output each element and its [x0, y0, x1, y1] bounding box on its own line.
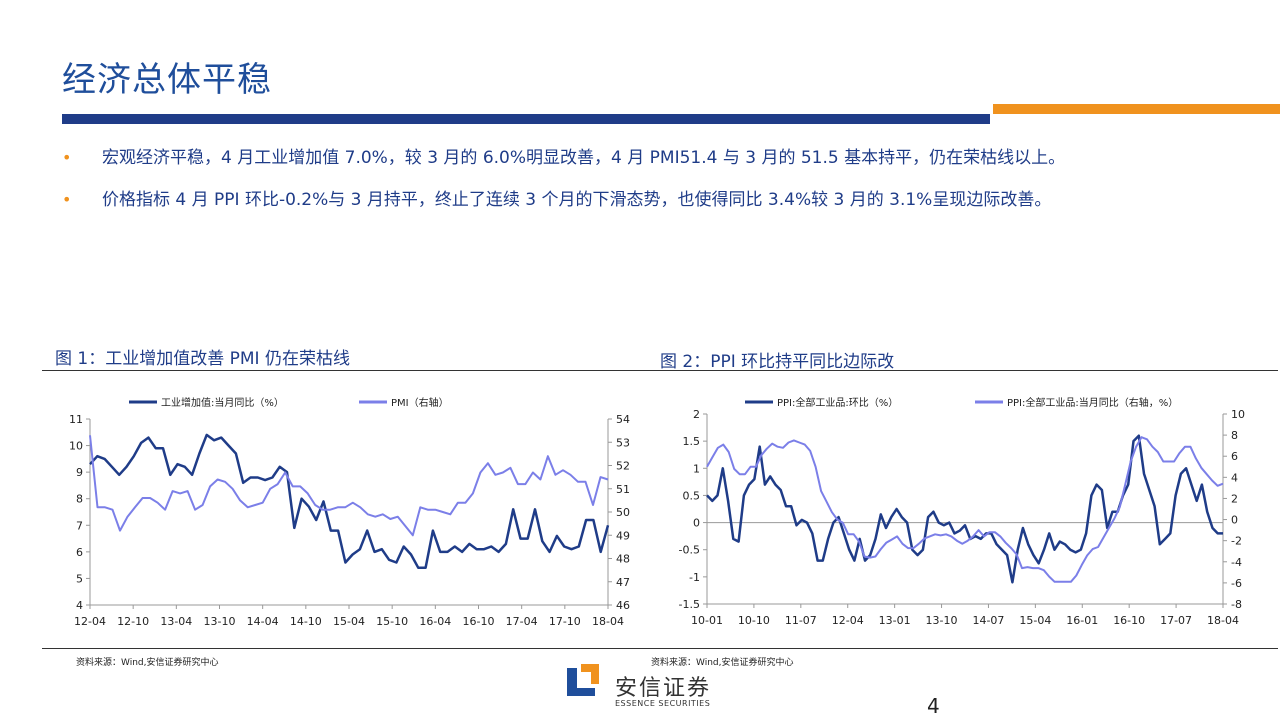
source-note-left: 资料来源：Wind,安信证券研究中心 [76, 658, 219, 668]
x-tick-label: 13-01 [879, 614, 911, 627]
x-tick-label: 14-10 [290, 615, 322, 628]
chart-industrial-pmi: 4 5 6 7 8 9 10 11 46 47 48 49 50 51 52 53 54 12-04 12-10 13… [69, 396, 630, 628]
x-tick-label: 16-10 [1113, 614, 1145, 627]
page-number: 4 [927, 694, 940, 718]
y-tick-label: 6 [76, 546, 83, 559]
y-tick-label: -1.5 [679, 598, 700, 611]
series-line [89, 435, 609, 537]
y2-tick-label: 10 [1231, 408, 1245, 421]
y2-tick-label: 8 [1231, 429, 1238, 442]
x-tick-label: 16-01 [1066, 614, 1098, 627]
x-tick-label: 12-10 [117, 615, 149, 628]
x-tick-label: 13-10 [926, 614, 958, 627]
y-tick-label: 9 [76, 466, 83, 479]
bullet-dot: • [62, 190, 72, 209]
y2-tick-label: 49 [616, 529, 630, 542]
bullet-text: 宏观经济平稳，4 月工业增加值 7.0%，较 3 月的 6.0%明显改善，4 月… [102, 148, 1066, 168]
y-tick-label: 5 [76, 572, 83, 585]
y2-tick-label: -8 [1231, 598, 1242, 611]
x-tick-label: 15-04 [333, 615, 365, 628]
x-tick-label: 18-04 [1207, 614, 1239, 627]
y-tick-label: -0.5 [679, 544, 700, 557]
y-tick-label: 2 [693, 408, 700, 421]
x-tick-label: 17-07 [1160, 614, 1192, 627]
x-tick-label: 17-10 [549, 615, 581, 628]
y2-tick-label: 53 [616, 436, 630, 449]
y-tick-label: 8 [76, 493, 83, 506]
legend-label: PPI:全部工业品:当月同比（右轴，%） [1007, 396, 1178, 409]
x-tick-label: 15-10 [376, 615, 408, 628]
series-line [706, 436, 1224, 583]
x-tick-label: 10-10 [738, 614, 770, 627]
y2-tick-label: 50 [616, 506, 630, 519]
y-tick-label: 0.5 [683, 489, 701, 502]
source-note-right: 资料来源：Wind,安信证券研究中心 [651, 658, 794, 668]
x-tick-label: 18-04 [592, 615, 624, 628]
x-tick-label: 17-04 [506, 615, 538, 628]
figure-bottom-rule [42, 648, 1278, 649]
y-tick-label: 0 [693, 517, 700, 530]
x-tick-label: 11-07 [785, 614, 817, 627]
logo-name-cn: 安信证券 [615, 676, 712, 701]
x-tick-label: 14-07 [972, 614, 1004, 627]
y2-tick-label: -4 [1231, 556, 1242, 569]
bullet-dot: • [62, 148, 72, 167]
series-line [706, 434, 1223, 584]
x-tick-label: 12-04 [74, 615, 106, 628]
bullet-list: • 宏观经济平稳，4 月工业增加值 7.0%，较 3 月的 6.0%明显改善，4… [62, 142, 1272, 226]
y2-tick-label: 51 [616, 483, 630, 496]
legend-label: PMI（右轴） [391, 396, 449, 409]
bullet-item: • 价格指标 4 月 PPI 环比-0.2%与 3 月持平，终止了连续 3 个月… [62, 184, 1272, 226]
title-underline-orange [993, 104, 1280, 114]
chart-ppi: -1.5 -1 -0.5 0 0.5 1 1.5 2 -8 -6 -4 -2 0 2 4 6 8 10 10-01 1… [679, 396, 1245, 627]
y2-tick-label: 2 [1231, 492, 1238, 505]
y2-tick-label: 52 [616, 460, 630, 473]
x-tick-label: 16-10 [463, 615, 495, 628]
y2-tick-label: 54 [616, 413, 630, 426]
y2-tick-label: 48 [616, 553, 630, 566]
y2-tick-label: 46 [616, 599, 630, 612]
y-tick-label: 10 [69, 440, 83, 453]
bullet-item: • 宏观经济平稳，4 月工业增加值 7.0%，较 3 月的 6.0%明显改善，4… [62, 142, 1272, 184]
y-tick-label: 1.5 [683, 435, 701, 448]
y2-tick-label: 47 [616, 576, 630, 589]
y2-tick-label: -2 [1231, 535, 1242, 548]
x-tick-label: 15-04 [1019, 614, 1051, 627]
logo-name-en: ESSENCE SECURITIES [615, 699, 711, 708]
y2-tick-label: 0 [1231, 514, 1238, 527]
logo-mark-icon [567, 664, 599, 696]
y-tick-label: -1 [689, 571, 700, 584]
x-tick-label: 13-04 [160, 615, 192, 628]
y-tick-label: 4 [76, 599, 83, 612]
series-line [89, 433, 610, 570]
y-tick-label: 11 [69, 413, 83, 426]
title-underline-blue [62, 114, 990, 124]
x-tick-label: 16-04 [419, 615, 451, 628]
y-tick-label: 1 [693, 462, 700, 475]
y2-tick-label: 4 [1231, 471, 1238, 484]
x-tick-label: 14-04 [247, 615, 279, 628]
figure1-title: 图 1：工业增加值改善 PMI 仍在荣枯线 [55, 349, 350, 369]
x-tick-label: 12-04 [832, 614, 864, 627]
y-tick-label: 7 [76, 519, 83, 532]
legend-label: PPI:全部工业品:环比（%） [777, 396, 898, 409]
x-tick-label: 13-10 [204, 615, 236, 628]
page-title: 经济总体平稳 [62, 60, 272, 100]
figure2-title: 图 2：PPI 环比持平同比边际改 [660, 352, 895, 372]
y2-tick-label: 6 [1231, 450, 1238, 463]
legend-label: 工业增加值:当月同比（%） [161, 396, 284, 409]
bullet-text: 价格指标 4 月 PPI 环比-0.2%与 3 月持平，终止了连续 3 个月的下… [102, 190, 1052, 210]
y2-tick-label: -6 [1231, 577, 1242, 590]
x-tick-label: 10-01 [691, 614, 723, 627]
figure-top-rule [42, 370, 1278, 371]
